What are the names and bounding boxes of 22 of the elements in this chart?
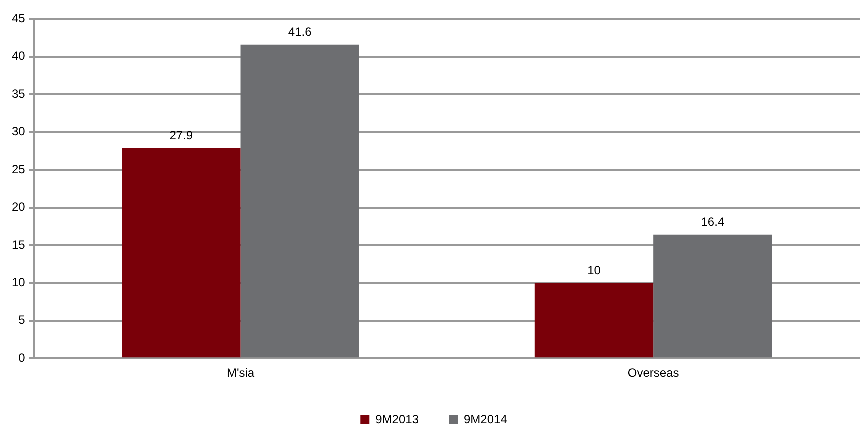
legend-label: 9M2013 <box>376 412 420 426</box>
data-label: 41.6 <box>288 25 312 40</box>
y-tick-label: 40 <box>12 49 26 64</box>
data-label: 10 <box>588 263 602 278</box>
y-tick-label: 35 <box>12 86 26 101</box>
y-tick-label: 10 <box>12 275 26 290</box>
bar <box>654 234 772 358</box>
bar <box>534 283 654 358</box>
y-tick-label: 0 <box>18 350 26 365</box>
y-tick-label: 20 <box>12 200 26 214</box>
data-label: 27.9 <box>170 128 194 142</box>
legend-label: 9M2014 <box>464 412 508 426</box>
y-tick-label: 5 <box>18 313 26 328</box>
data-label: 16.4 <box>701 215 725 230</box>
bar <box>122 148 241 358</box>
y-tick-label: 30 <box>12 124 26 139</box>
y-tick-label: 45 <box>12 12 26 26</box>
x-tick-label: M'sia <box>226 366 255 380</box>
x-tick-label: Overseas <box>628 366 680 380</box>
bar <box>240 44 360 358</box>
y-tick-label: 25 <box>12 162 26 176</box>
y-tick-label: 15 <box>12 238 26 252</box>
